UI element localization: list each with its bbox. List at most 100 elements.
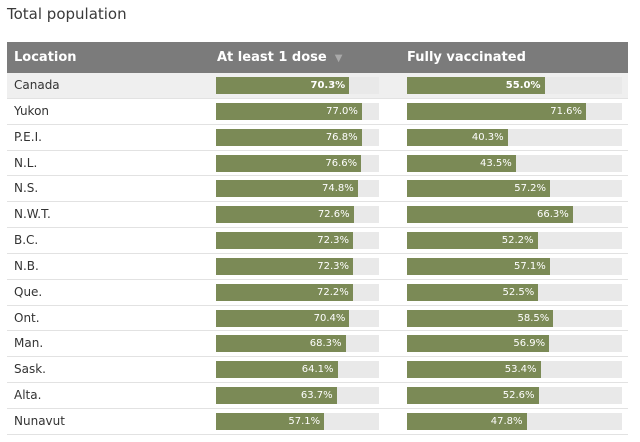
full-bar: 52.2% [407, 232, 538, 250]
location-label: N.W.T. [14, 207, 51, 222]
full-value-label: 57.2% [514, 183, 546, 195]
full-bar: 58.5% [407, 309, 554, 327]
column-header-fully-vaccinated[interactable]: Fully vaccinated [407, 50, 526, 65]
dose-value-label: 76.6% [325, 157, 358, 169]
location-label: N.L. [14, 155, 38, 170]
full-bar-track: 53.4% [407, 361, 622, 379]
full-bar-track: 58.5% [407, 309, 622, 327]
dose-value-label: 68.3% [309, 338, 342, 350]
dose-bar-track: 72.3% [216, 257, 379, 275]
dose-bar: 68.3% [216, 335, 346, 353]
full-bar-track: 57.2% [407, 180, 622, 198]
dose-value-label: 72.3% [317, 235, 349, 247]
location-label: Man. [14, 336, 44, 351]
location-label: Alta. [14, 388, 42, 403]
chart-title: Total population [7, 5, 127, 23]
dose-bar-track: 76.6% [216, 154, 379, 172]
table-row: N.B. 72.3% 57.1% [7, 254, 628, 280]
full-bar-track: 52.6% [407, 387, 622, 405]
full-bar: 56.9% [407, 335, 550, 353]
table-row: Man. 68.3% 56.9% [7, 331, 628, 358]
location-label: Ont. [14, 310, 40, 325]
dose-bar: 72.2% [216, 283, 353, 301]
dose-value-label: 63.7% [300, 390, 333, 402]
column-header-location[interactable]: Location [14, 50, 77, 65]
full-bar-track: 43.5% [407, 154, 622, 172]
dose-bar-track: 64.1% [216, 361, 379, 379]
table-row: Ont. 70.4% 58.5% [7, 306, 628, 332]
dose-value-label: 77.0% [326, 105, 358, 117]
dose-value-label: 57.1% [288, 415, 321, 427]
dose-bar-track: 70.3% [216, 77, 379, 94]
dose-value-label: 64.1% [301, 364, 334, 376]
full-bar: 43.5% [407, 154, 516, 172]
table-row: P.E.I. 76.8% 40.3% [7, 125, 628, 151]
location-label: N.S. [14, 181, 39, 196]
dose-bar-track: 72.2% [216, 283, 379, 301]
dose-value-label: 70.3% [310, 80, 346, 91]
table-row: Canada 70.3% 55.0% [7, 73, 628, 99]
full-bar: 47.8% [407, 412, 527, 430]
full-bar-track: 71.6% [407, 102, 622, 120]
dose-bar: 72.3% [216, 257, 353, 275]
full-bar-track: 52.2% [407, 232, 622, 250]
dose-bar-track: 72.6% [216, 206, 379, 224]
column-header-dose[interactable]: At least 1 dose ▼ [217, 42, 342, 73]
dose-bar-track: 70.4% [216, 309, 379, 327]
location-label: Yukon [14, 103, 50, 118]
full-value-label: 66.3% [537, 209, 569, 221]
column-header-dose-label: At least 1 dose [217, 50, 327, 65]
location-label: Que. [14, 284, 43, 299]
dose-value-label: 70.4% [313, 312, 346, 324]
dose-bar-track: 68.3% [216, 335, 379, 353]
full-bar: 53.4% [407, 361, 541, 379]
full-value-label: 47.8% [490, 415, 523, 427]
dose-value-label: 72.2% [317, 286, 349, 298]
full-value-label: 57.1% [514, 260, 546, 272]
full-bar: 52.6% [407, 387, 539, 405]
dose-bar: 76.8% [216, 128, 362, 146]
dose-bar: 57.1% [216, 412, 325, 430]
table-row: Que. 72.2% 52.5% [7, 280, 628, 306]
dose-value-label: 72.6% [317, 209, 350, 221]
table-row: Yukon 77.0% 71.6% [7, 99, 628, 125]
full-bar-track: 47.8% [407, 412, 622, 430]
table-row: N.S. 74.8% 57.2% [7, 176, 628, 203]
dose-bar-track: 57.1% [216, 412, 379, 430]
dose-bar: 70.3% [216, 77, 350, 94]
dose-value-label: 74.8% [322, 183, 354, 195]
location-label: Sask. [14, 362, 46, 377]
full-bar-track: 57.1% [407, 257, 622, 275]
dose-bar: 63.7% [216, 387, 337, 405]
table-row: N.W.T. 72.6% 66.3% [7, 202, 628, 229]
full-bar: 57.1% [407, 257, 550, 275]
full-value-label: 52.6% [502, 390, 535, 402]
full-value-label: 56.9% [513, 338, 546, 350]
dose-bar: 72.6% [216, 206, 354, 224]
full-value-label: 71.6% [550, 105, 582, 117]
dose-bar: 64.1% [216, 361, 338, 379]
table-body: Canada 70.3% 55.0% Yukon 77.0% 71.6% P.E.I. 76.… [7, 73, 628, 435]
full-value-label: 55.0% [505, 80, 541, 91]
full-value-label: 52.5% [502, 286, 535, 298]
table-row: N.L. 76.6% 43.5% [7, 151, 628, 177]
dose-bar: 70.4% [216, 309, 350, 327]
vaccination-table: Location At least 1 dose ▼ Fully vaccinat… [7, 42, 628, 435]
location-label: P.E.I. [14, 129, 42, 144]
full-bar-track: 56.9% [407, 335, 622, 353]
table-row: Alta. 63.7% 52.6% [7, 383, 628, 409]
dose-bar-track: 76.8% [216, 128, 379, 146]
full-bar: 71.6% [407, 102, 586, 120]
location-label: Canada [14, 78, 60, 92]
dose-bar-track: 72.3% [216, 232, 379, 250]
full-value-label: 40.3% [471, 131, 504, 143]
full-bar-track: 66.3% [407, 206, 622, 224]
location-label: B.C. [14, 233, 39, 248]
full-bar: 40.3% [407, 128, 508, 146]
full-value-label: 52.2% [501, 235, 534, 247]
full-bar-track: 55.0% [407, 77, 622, 94]
full-value-label: 53.4% [504, 364, 537, 376]
dose-bar-track: 77.0% [216, 102, 379, 120]
sort-down-icon[interactable]: ▼ [334, 53, 343, 64]
location-label: Nunavut [14, 413, 65, 428]
